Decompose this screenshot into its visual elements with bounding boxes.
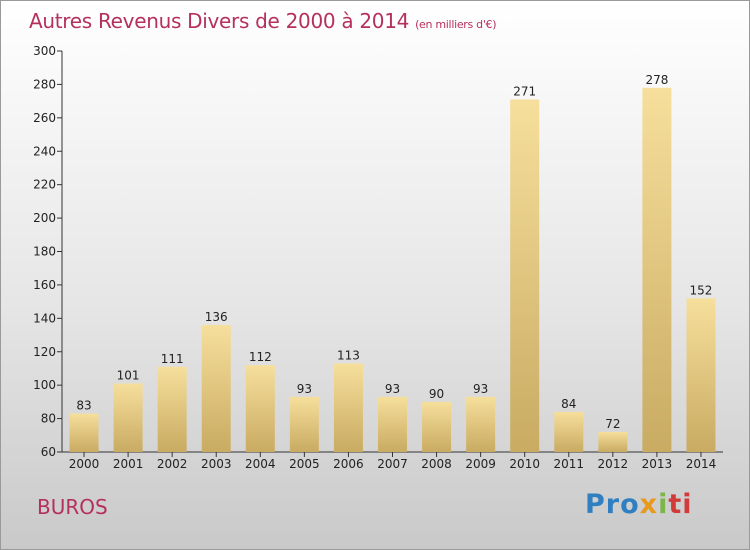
y-tick-label: 280 — [33, 77, 56, 91]
y-tick-label: 240 — [33, 144, 56, 158]
bar — [554, 411, 584, 452]
x-tick-label: 2003 — [201, 457, 232, 471]
bar — [422, 401, 452, 452]
y-tick-label: 260 — [33, 111, 56, 125]
data-label: 271 — [513, 84, 536, 98]
y-tick-label: 180 — [33, 245, 56, 259]
bar — [245, 365, 275, 452]
bar — [686, 298, 716, 452]
y-tick-label: 140 — [33, 311, 56, 325]
data-label: 112 — [249, 350, 272, 364]
bar — [201, 325, 231, 452]
data-label: 152 — [690, 283, 713, 297]
y-tick-label: 60 — [41, 445, 56, 459]
x-tick-label: 2006 — [333, 457, 364, 471]
x-tick-label: 2007 — [377, 457, 408, 471]
x-tick-label: 2013 — [642, 457, 673, 471]
data-label: 111 — [161, 352, 184, 366]
x-tick-label: 2008 — [421, 457, 452, 471]
chart-title: Autres Revenus Divers de 2000 à 2014 (en … — [29, 9, 497, 33]
x-tick-label: 2002 — [157, 457, 188, 471]
data-label: 278 — [645, 73, 668, 87]
x-tick-label: 2005 — [289, 457, 320, 471]
data-label: 93 — [473, 382, 488, 396]
proxiti-logo: Proxiti — [585, 489, 693, 520]
bar — [333, 363, 363, 452]
bar — [69, 413, 99, 452]
bar — [157, 366, 187, 452]
data-label: 136 — [205, 310, 228, 324]
bar — [598, 431, 628, 452]
bar — [378, 396, 407, 452]
bar — [289, 396, 319, 452]
y-tick-label: 100 — [33, 378, 56, 392]
bar — [510, 99, 540, 453]
title-unit: (en milliers d'€) — [415, 18, 497, 31]
y-tick-label: 120 — [33, 345, 56, 359]
x-tick-label: 2012 — [598, 457, 629, 471]
data-label: 72 — [605, 417, 620, 431]
title-text: Autres Revenus Divers de 2000 à 2014 — [29, 9, 410, 33]
bar — [466, 396, 496, 452]
bar — [113, 383, 143, 452]
x-tick-label: 2011 — [553, 457, 584, 471]
y-tick-label: 80 — [41, 412, 56, 426]
x-tick-label: 2014 — [686, 457, 717, 471]
x-tick-label: 2009 — [465, 457, 496, 471]
data-label: 93 — [297, 382, 312, 396]
x-tick-label: 2004 — [245, 457, 276, 471]
data-label: 83 — [76, 399, 91, 413]
data-label: 101 — [117, 368, 140, 382]
y-tick-label: 300 — [33, 44, 56, 58]
x-tick-label: 2001 — [113, 457, 144, 471]
data-label: 113 — [337, 348, 360, 362]
data-label: 90 — [429, 387, 444, 401]
data-label: 84 — [561, 397, 576, 411]
data-label: 93 — [385, 382, 400, 396]
y-tick-label: 220 — [33, 178, 56, 192]
y-tick-label: 200 — [33, 211, 56, 225]
bar — [642, 87, 672, 452]
y-tick-label: 160 — [33, 278, 56, 292]
x-tick-label: 2010 — [509, 457, 540, 471]
x-tick-label: 2000 — [69, 457, 100, 471]
commune-name: BUROS — [37, 495, 108, 519]
